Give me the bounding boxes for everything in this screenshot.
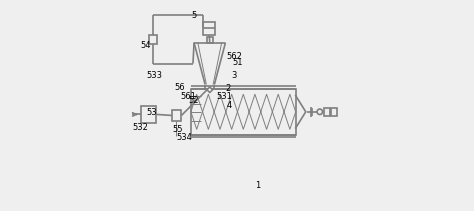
Text: 1: 1 bbox=[255, 181, 261, 190]
Text: 52: 52 bbox=[189, 96, 199, 105]
Bar bbox=[191, 89, 296, 135]
Text: 53: 53 bbox=[147, 108, 157, 117]
Text: 3: 3 bbox=[231, 71, 237, 80]
Bar bbox=[203, 22, 215, 35]
Bar bbox=[149, 35, 157, 44]
Bar bbox=[207, 37, 213, 43]
Text: 51: 51 bbox=[233, 58, 243, 67]
Text: 54: 54 bbox=[140, 41, 150, 50]
Bar bbox=[172, 110, 182, 121]
Text: 534: 534 bbox=[176, 134, 192, 142]
Text: 56: 56 bbox=[174, 83, 185, 92]
Text: 4: 4 bbox=[227, 101, 232, 110]
Text: 531: 531 bbox=[217, 92, 232, 101]
Text: 562: 562 bbox=[227, 52, 242, 61]
Bar bbox=[331, 108, 337, 116]
Text: 561: 561 bbox=[181, 92, 196, 101]
Text: 5: 5 bbox=[191, 11, 197, 20]
Text: 533: 533 bbox=[146, 71, 162, 80]
Polygon shape bbox=[207, 87, 212, 92]
Text: 532: 532 bbox=[132, 123, 148, 132]
Bar bbox=[324, 108, 329, 116]
Bar bbox=[141, 106, 156, 123]
Text: 55: 55 bbox=[172, 125, 182, 134]
Text: 2: 2 bbox=[225, 84, 230, 93]
